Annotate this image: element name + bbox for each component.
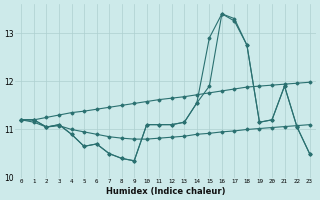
X-axis label: Humidex (Indice chaleur): Humidex (Indice chaleur) (106, 187, 225, 196)
